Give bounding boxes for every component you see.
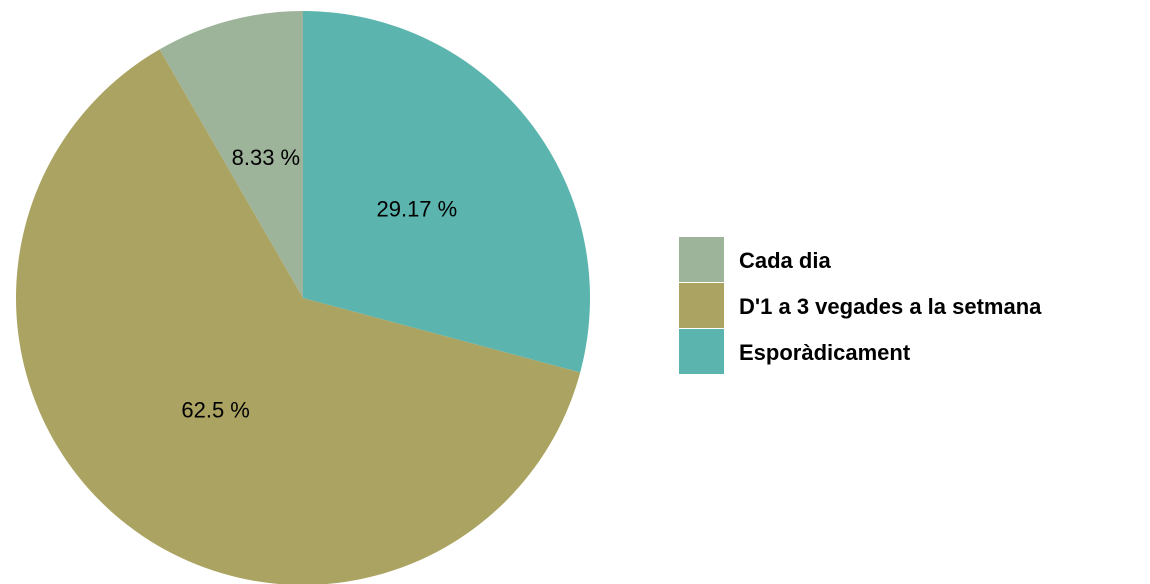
pie-slice: [159, 11, 303, 298]
legend-swatch: [679, 237, 724, 282]
value-label: 62.5 %: [181, 398, 250, 423]
value-label: 8.33 %: [232, 145, 301, 170]
legend-swatch: [679, 283, 724, 328]
legend-label: Cada dia: [739, 248, 831, 273]
pie-slice: [16, 49, 581, 584]
legend-swatch: [679, 329, 724, 374]
legend-label: Esporàdicament: [739, 340, 911, 365]
pie-slice: [303, 11, 591, 373]
legend-label: D'1 a 3 vegades a la setmana: [739, 294, 1042, 319]
value-label: 29.17 %: [376, 196, 457, 221]
